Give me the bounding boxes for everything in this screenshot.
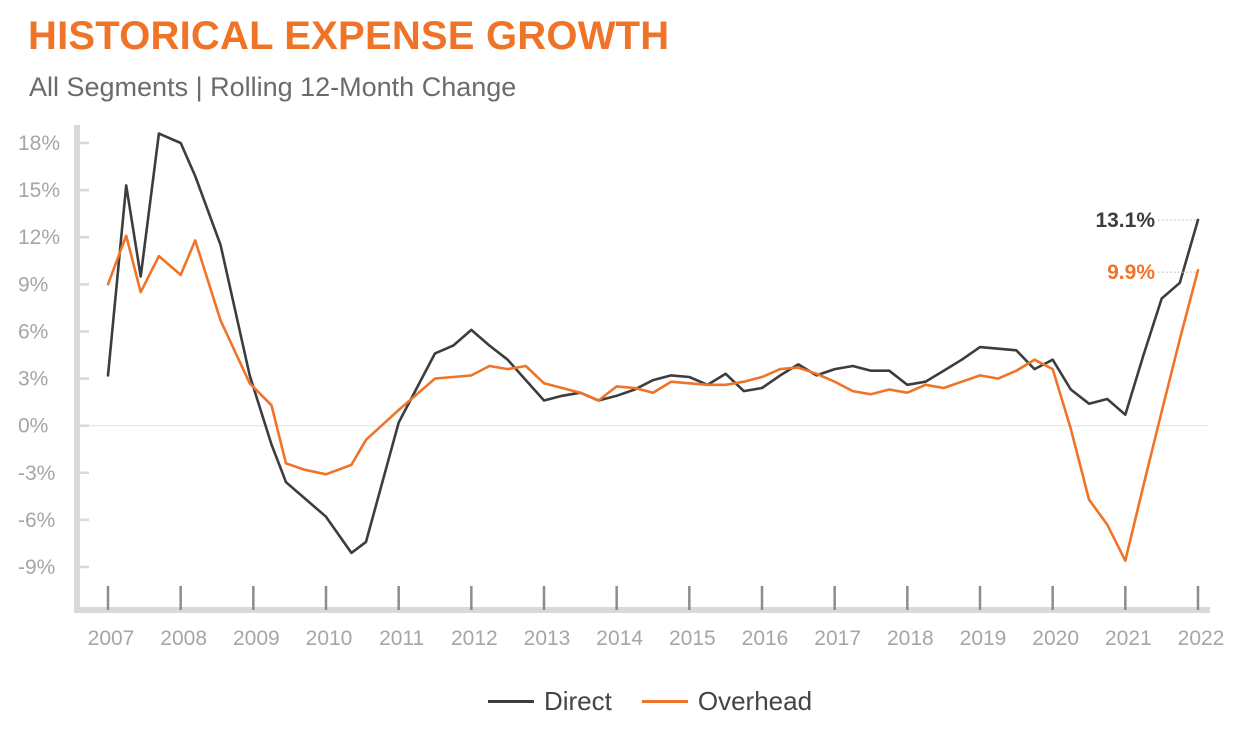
- y-tick-label: 12%: [18, 226, 60, 249]
- end-label-overhead: 9.9%: [1107, 261, 1155, 284]
- end-label-direct: 13.1%: [1095, 209, 1155, 232]
- x-tick-label: 2022: [1178, 627, 1225, 650]
- y-tick-label: 9%: [18, 273, 48, 296]
- legend-label-direct: Direct: [543, 686, 612, 716]
- x-tick-label: 2007: [88, 627, 135, 650]
- y-tick-label: -6%: [18, 509, 55, 532]
- y-tick-label: 6%: [18, 320, 48, 343]
- x-tick-label: 2017: [814, 627, 861, 650]
- x-tick-label: 2018: [887, 627, 934, 650]
- chart-title: HISTORICAL EXPENSE GROWTH: [28, 14, 670, 58]
- y-tick-label: 0%: [18, 415, 48, 438]
- chart-subtitle: All Segments | Rolling 12-Month Change: [29, 72, 517, 102]
- series-line-overhead: [106, 234, 1200, 563]
- y-tick-label: -3%: [18, 462, 55, 485]
- y-tick-label: 18%: [18, 132, 60, 155]
- y-tick-label: 15%: [18, 179, 60, 202]
- x-tick-label: 2009: [233, 627, 280, 650]
- legend-item-overhead: Overhead: [641, 686, 813, 717]
- legend-swatch-overhead: [641, 700, 688, 703]
- x-tick-label: 2013: [524, 627, 571, 650]
- x-tick-label: 2019: [960, 627, 1007, 650]
- y-tick-label: -9%: [18, 556, 55, 579]
- x-tick-label: 2011: [379, 627, 424, 650]
- series-line-direct: [106, 132, 1200, 555]
- x-tick-label: 2008: [160, 627, 207, 650]
- x-tick-label: 2010: [306, 627, 353, 650]
- legend-swatch-direct: [487, 700, 534, 703]
- x-tick-label: 2014: [596, 627, 643, 650]
- x-tick-label: 2015: [669, 627, 716, 650]
- y-tick-label: 3%: [18, 368, 48, 391]
- legend-item-direct: Direct: [487, 686, 612, 717]
- chart-legend: Direct Overhead: [0, 686, 1246, 717]
- x-tick-label: 2016: [742, 627, 789, 650]
- x-tick-label: 2012: [451, 627, 498, 650]
- x-tick-label: 2020: [1032, 627, 1079, 650]
- x-tick-label: 2021: [1105, 627, 1152, 650]
- legend-label-overhead: Overhead: [697, 686, 813, 716]
